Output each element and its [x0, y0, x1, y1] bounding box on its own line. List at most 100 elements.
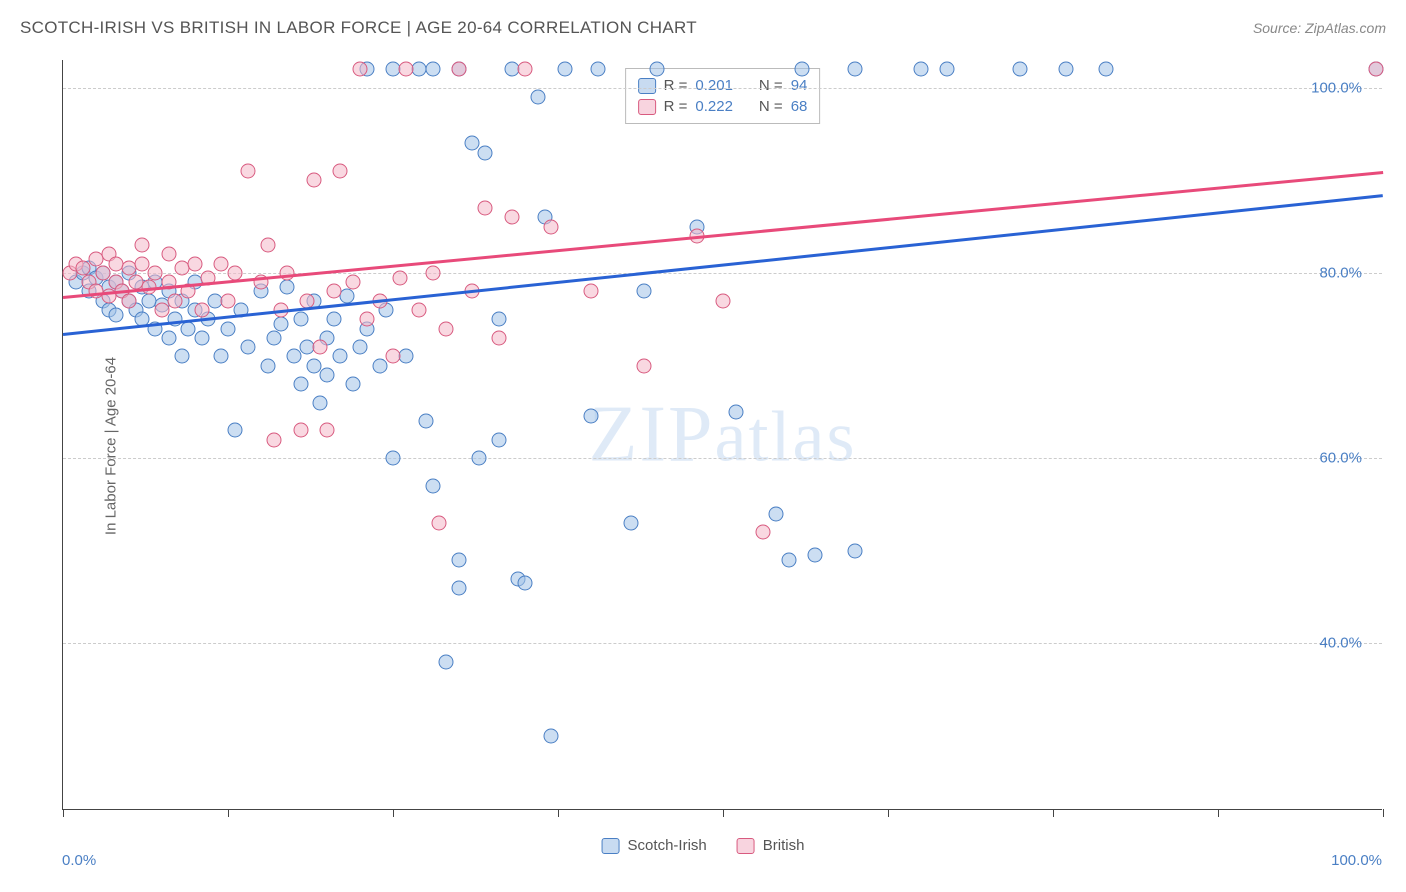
n-label: N = — [759, 77, 783, 94]
data-point — [260, 358, 275, 373]
x-label-max: 100.0% — [1331, 852, 1382, 869]
legend-swatch-british — [638, 99, 656, 115]
legend-swatch-british — [737, 838, 755, 854]
data-point — [544, 728, 559, 743]
data-point — [135, 256, 150, 271]
data-point — [755, 525, 770, 540]
source-label: Source: ZipAtlas.com — [1253, 20, 1386, 36]
data-point — [306, 173, 321, 188]
data-point — [386, 451, 401, 466]
data-point — [729, 404, 744, 419]
data-point — [293, 312, 308, 327]
data-point — [716, 293, 731, 308]
data-point — [320, 367, 335, 382]
data-point — [636, 358, 651, 373]
data-point — [795, 62, 810, 77]
legend-swatch-scotch-irish — [638, 78, 656, 94]
data-point — [122, 293, 137, 308]
data-point — [280, 265, 295, 280]
data-point — [557, 62, 572, 77]
x-tick — [63, 809, 64, 817]
data-point — [108, 307, 123, 322]
plot-area: ZIPatlas R = 0.201 N = 94 R = 0.222 N = … — [62, 60, 1382, 810]
trend-line — [63, 194, 1383, 335]
legend-row-scotch-irish: R = 0.201 N = 94 — [638, 75, 808, 96]
data-point — [346, 275, 361, 290]
data-point — [399, 62, 414, 77]
data-point — [227, 423, 242, 438]
data-point — [155, 303, 170, 318]
legend-swatch-scotch-irish — [602, 838, 620, 854]
data-point — [148, 265, 163, 280]
trend-line — [63, 171, 1383, 298]
gridline — [63, 643, 1382, 644]
x-tick — [228, 809, 229, 817]
data-point — [161, 247, 176, 262]
data-point — [452, 553, 467, 568]
correlation-chart: SCOTCH-IRISH VS BRITISH IN LABOR FORCE |… — [0, 0, 1406, 892]
data-point — [636, 284, 651, 299]
x-label-min: 0.0% — [62, 852, 96, 869]
data-point — [260, 238, 275, 253]
data-point — [221, 293, 236, 308]
data-point — [452, 580, 467, 595]
series-legend: Scotch-Irish British — [602, 837, 805, 854]
data-point — [135, 238, 150, 253]
n-value-scotch-irish: 94 — [791, 77, 808, 94]
x-tick — [1053, 809, 1054, 817]
data-point — [320, 423, 335, 438]
x-tick — [558, 809, 559, 817]
data-point — [465, 136, 480, 151]
x-tick — [1383, 809, 1384, 817]
data-point — [471, 451, 486, 466]
data-point — [808, 548, 823, 563]
data-point — [353, 62, 368, 77]
data-point — [399, 349, 414, 364]
data-point — [339, 289, 354, 304]
legend-label-british: British — [763, 837, 805, 854]
data-point — [214, 256, 229, 271]
data-point — [584, 284, 599, 299]
x-tick — [393, 809, 394, 817]
data-point — [623, 515, 638, 530]
y-tick-label: 60.0% — [1319, 450, 1362, 467]
data-point — [293, 423, 308, 438]
data-point — [75, 261, 90, 276]
data-point — [240, 164, 255, 179]
data-point — [214, 349, 229, 364]
data-point — [168, 312, 183, 327]
data-point — [188, 256, 203, 271]
data-point — [782, 553, 797, 568]
x-tick — [1218, 809, 1219, 817]
data-point — [372, 358, 387, 373]
data-point — [194, 303, 209, 318]
data-point — [313, 395, 328, 410]
data-point — [438, 654, 453, 669]
y-tick-label: 40.0% — [1319, 635, 1362, 652]
data-point — [425, 265, 440, 280]
data-point — [168, 293, 183, 308]
legend-item-british: British — [737, 837, 805, 854]
data-point — [333, 349, 348, 364]
data-point — [194, 330, 209, 345]
data-point — [478, 145, 493, 160]
data-point — [174, 349, 189, 364]
data-point — [478, 201, 493, 216]
n-value-british: 68 — [791, 98, 808, 115]
data-point — [326, 312, 341, 327]
r-value-scotch-irish: 0.201 — [695, 77, 733, 94]
x-tick — [723, 809, 724, 817]
data-point — [326, 284, 341, 299]
data-point — [1098, 62, 1113, 77]
data-point — [914, 62, 929, 77]
data-point — [432, 515, 447, 530]
data-point — [267, 330, 282, 345]
data-point — [95, 265, 110, 280]
r-label: R = — [664, 98, 688, 115]
legend-row-british: R = 0.222 N = 68 — [638, 96, 808, 117]
data-point — [650, 62, 665, 77]
chart-title: SCOTCH-IRISH VS BRITISH IN LABOR FORCE |… — [20, 18, 697, 38]
data-point — [293, 377, 308, 392]
data-point — [221, 321, 236, 336]
legend-item-scotch-irish: Scotch-Irish — [602, 837, 707, 854]
